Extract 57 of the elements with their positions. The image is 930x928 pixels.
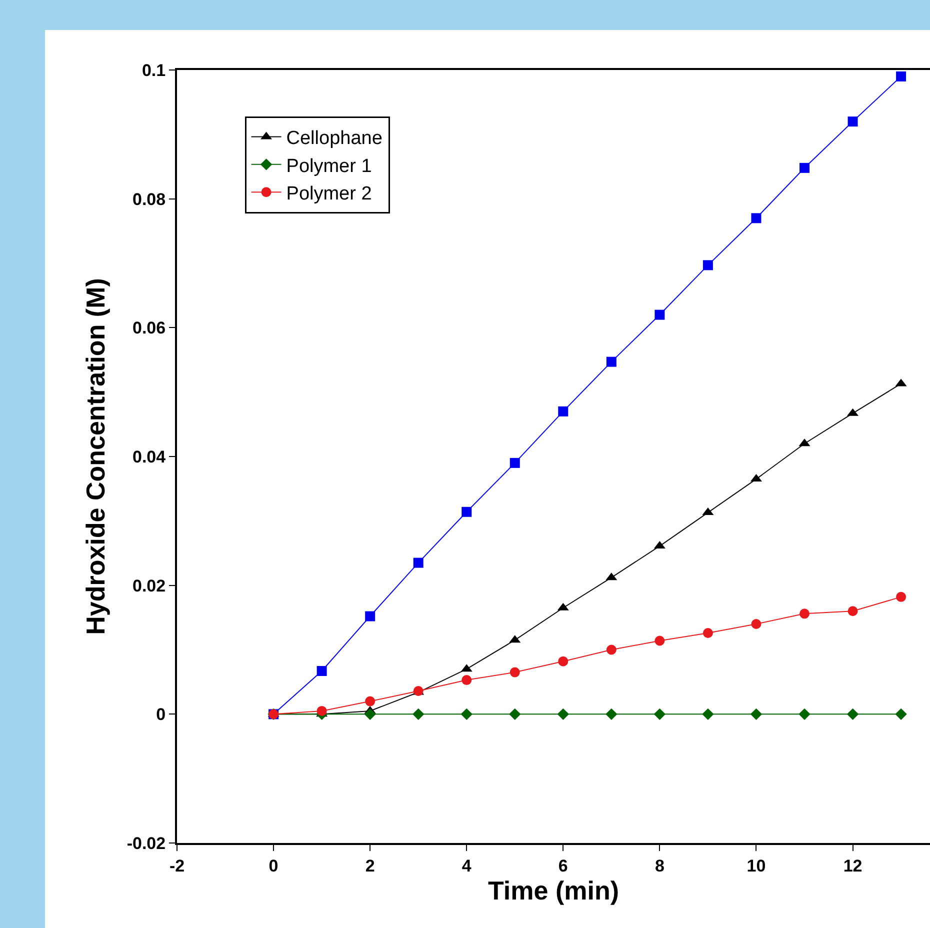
point <box>702 260 713 270</box>
point <box>654 708 666 720</box>
point <box>606 356 616 367</box>
legend-label: Polymer 1 <box>286 156 372 177</box>
x-tick-label: 12 <box>843 856 862 876</box>
x-axis-title: Time (min) <box>488 875 619 906</box>
point <box>800 162 810 173</box>
point <box>316 706 327 716</box>
legend-label: Cellophane <box>286 128 382 150</box>
point <box>848 116 858 127</box>
x-tick-label: -2 <box>169 856 185 876</box>
point <box>364 708 376 720</box>
point <box>896 592 906 602</box>
y-tick-label: 0.04 <box>132 447 166 466</box>
point <box>846 708 859 720</box>
point <box>606 644 616 655</box>
x-tick-label: 2 <box>365 856 375 876</box>
point <box>509 708 521 720</box>
point <box>365 611 376 622</box>
point <box>365 696 376 706</box>
point <box>798 708 810 720</box>
point <box>896 71 906 82</box>
point <box>751 618 762 629</box>
point <box>895 708 907 720</box>
point <box>800 608 810 619</box>
point <box>413 558 424 568</box>
y-axis-title: Hydroxide Concentration (M) <box>80 278 111 635</box>
x-tick-label: 4 <box>462 856 472 876</box>
point <box>412 708 424 720</box>
point <box>460 708 472 720</box>
x-tick-label: 0 <box>268 856 278 876</box>
point <box>702 628 713 638</box>
y-tick-label: 0.08 <box>132 190 166 209</box>
point <box>316 666 327 676</box>
point <box>654 310 665 320</box>
x-tick-label: 6 <box>558 856 568 876</box>
point <box>510 667 520 678</box>
x-tick-label: 10 <box>746 856 766 876</box>
y-tick-label: 0.02 <box>132 576 166 596</box>
point <box>462 506 472 517</box>
point <box>751 213 762 224</box>
y-tick-label: 0.1 <box>142 60 166 80</box>
y-tick-label: -0.02 <box>126 834 166 853</box>
y-tick-label: 0.06 <box>132 318 166 338</box>
point <box>750 708 762 720</box>
y-tick-label: 0 <box>156 705 166 724</box>
x-tick-label: 8 <box>654 856 664 876</box>
point <box>558 406 568 416</box>
point <box>557 708 569 720</box>
point <box>558 656 568 666</box>
point <box>462 675 472 686</box>
point <box>654 636 665 646</box>
point <box>848 606 858 616</box>
point <box>606 708 618 720</box>
point <box>510 458 520 468</box>
legend-label: Polymer 2 <box>286 184 372 205</box>
point <box>702 708 714 720</box>
